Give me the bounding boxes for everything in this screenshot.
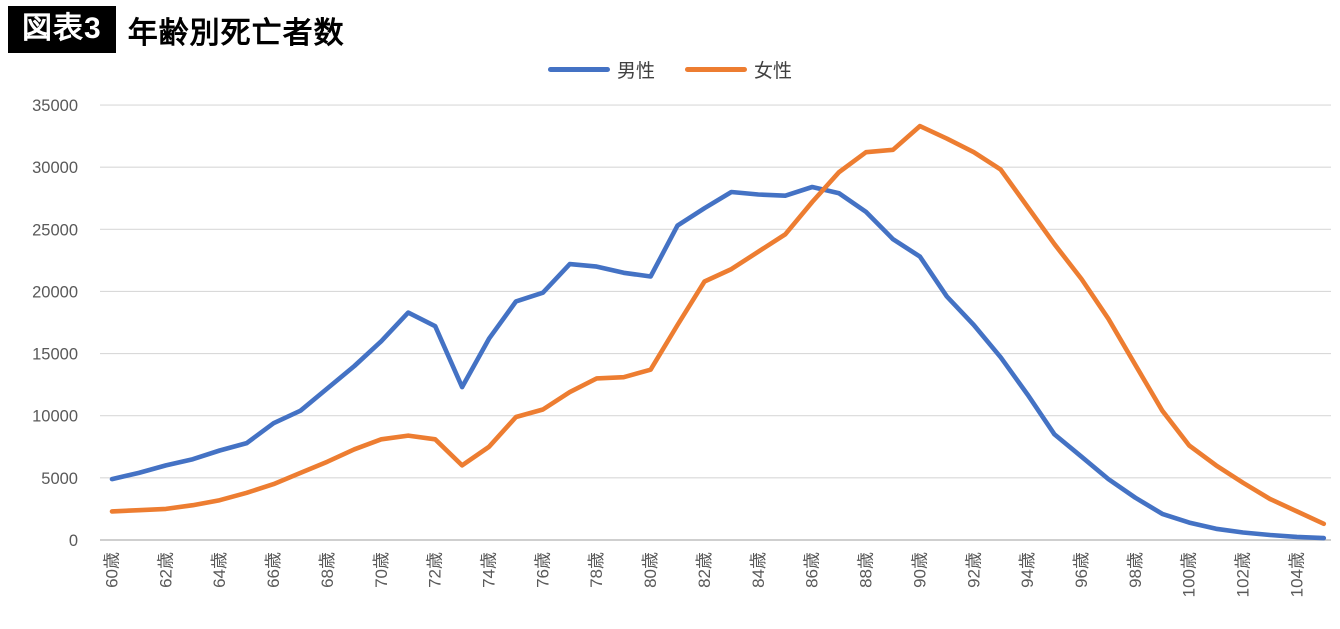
- male-series-label: 男性: [616, 61, 655, 82]
- chart-legend: 男性 女性: [547, 56, 792, 83]
- x-axis-tick-label: 76歳: [533, 552, 552, 588]
- x-axis-tick-label: 86歳: [803, 552, 822, 588]
- x-axis-tick-label: 62歳: [156, 552, 175, 588]
- chart-title: 年齢別死亡者数: [127, 16, 345, 50]
- x-axis-tick-label: 92歳: [964, 552, 983, 588]
- y-axis-tick-label: 5000: [41, 470, 78, 488]
- x-axis-tick-label: 104歳: [1287, 552, 1306, 597]
- female-series-line: [109, 123, 1327, 527]
- y-axis-tick-label: 15000: [32, 346, 78, 364]
- y-axis-tick-label: 20000: [32, 283, 78, 301]
- y-axis-tick-label: 30000: [32, 159, 78, 177]
- figure-number-badge: 図表3: [8, 6, 116, 53]
- x-axis-tick-label: 96歳: [1072, 552, 1091, 588]
- x-axis-tick-label: 72歳: [426, 552, 445, 588]
- female-series-label: 女性: [754, 61, 793, 82]
- chart-header: 図表3 年齢別死亡者数: [8, 6, 345, 53]
- y-axis-tick-label: 35000: [32, 97, 78, 115]
- x-axis-tick-label: 88歳: [857, 552, 876, 588]
- x-axis-tick-label: 60歳: [103, 552, 122, 588]
- x-axis-tick-label: 84歳: [749, 552, 768, 588]
- x-axis-tick-label: 66歳: [264, 552, 283, 588]
- y-axis-tick-label: 25000: [32, 221, 78, 239]
- x-axis-tick-label: 64歳: [210, 552, 229, 588]
- x-axis-tick-label: 90歳: [910, 552, 929, 588]
- x-axis-tick-label: 102歳: [1234, 552, 1253, 597]
- y-axis-tick-label: 0: [69, 532, 78, 550]
- y-axis-tick-label: 10000: [32, 408, 78, 426]
- x-axis-tick-label: 74歳: [480, 552, 499, 588]
- x-axis-tick-label: 100歳: [1180, 552, 1199, 597]
- legend-item-male: 男性: [547, 56, 655, 83]
- legend-item-female: 女性: [685, 56, 792, 83]
- x-axis-tick-label: 80歳: [641, 552, 660, 588]
- x-axis-tick-label: 82歳: [695, 552, 714, 588]
- x-axis-tick-label: 68歳: [318, 552, 337, 588]
- female-series-swatch: [685, 67, 747, 72]
- male-series-swatch: [547, 67, 610, 72]
- x-axis-tick-label: 98歳: [1126, 552, 1145, 588]
- x-axis-tick-label: 70歳: [372, 552, 391, 588]
- x-axis-tick-label: 94歳: [1018, 552, 1037, 588]
- male-series-line: [109, 184, 1327, 541]
- x-axis-tick-label: 78歳: [587, 552, 606, 588]
